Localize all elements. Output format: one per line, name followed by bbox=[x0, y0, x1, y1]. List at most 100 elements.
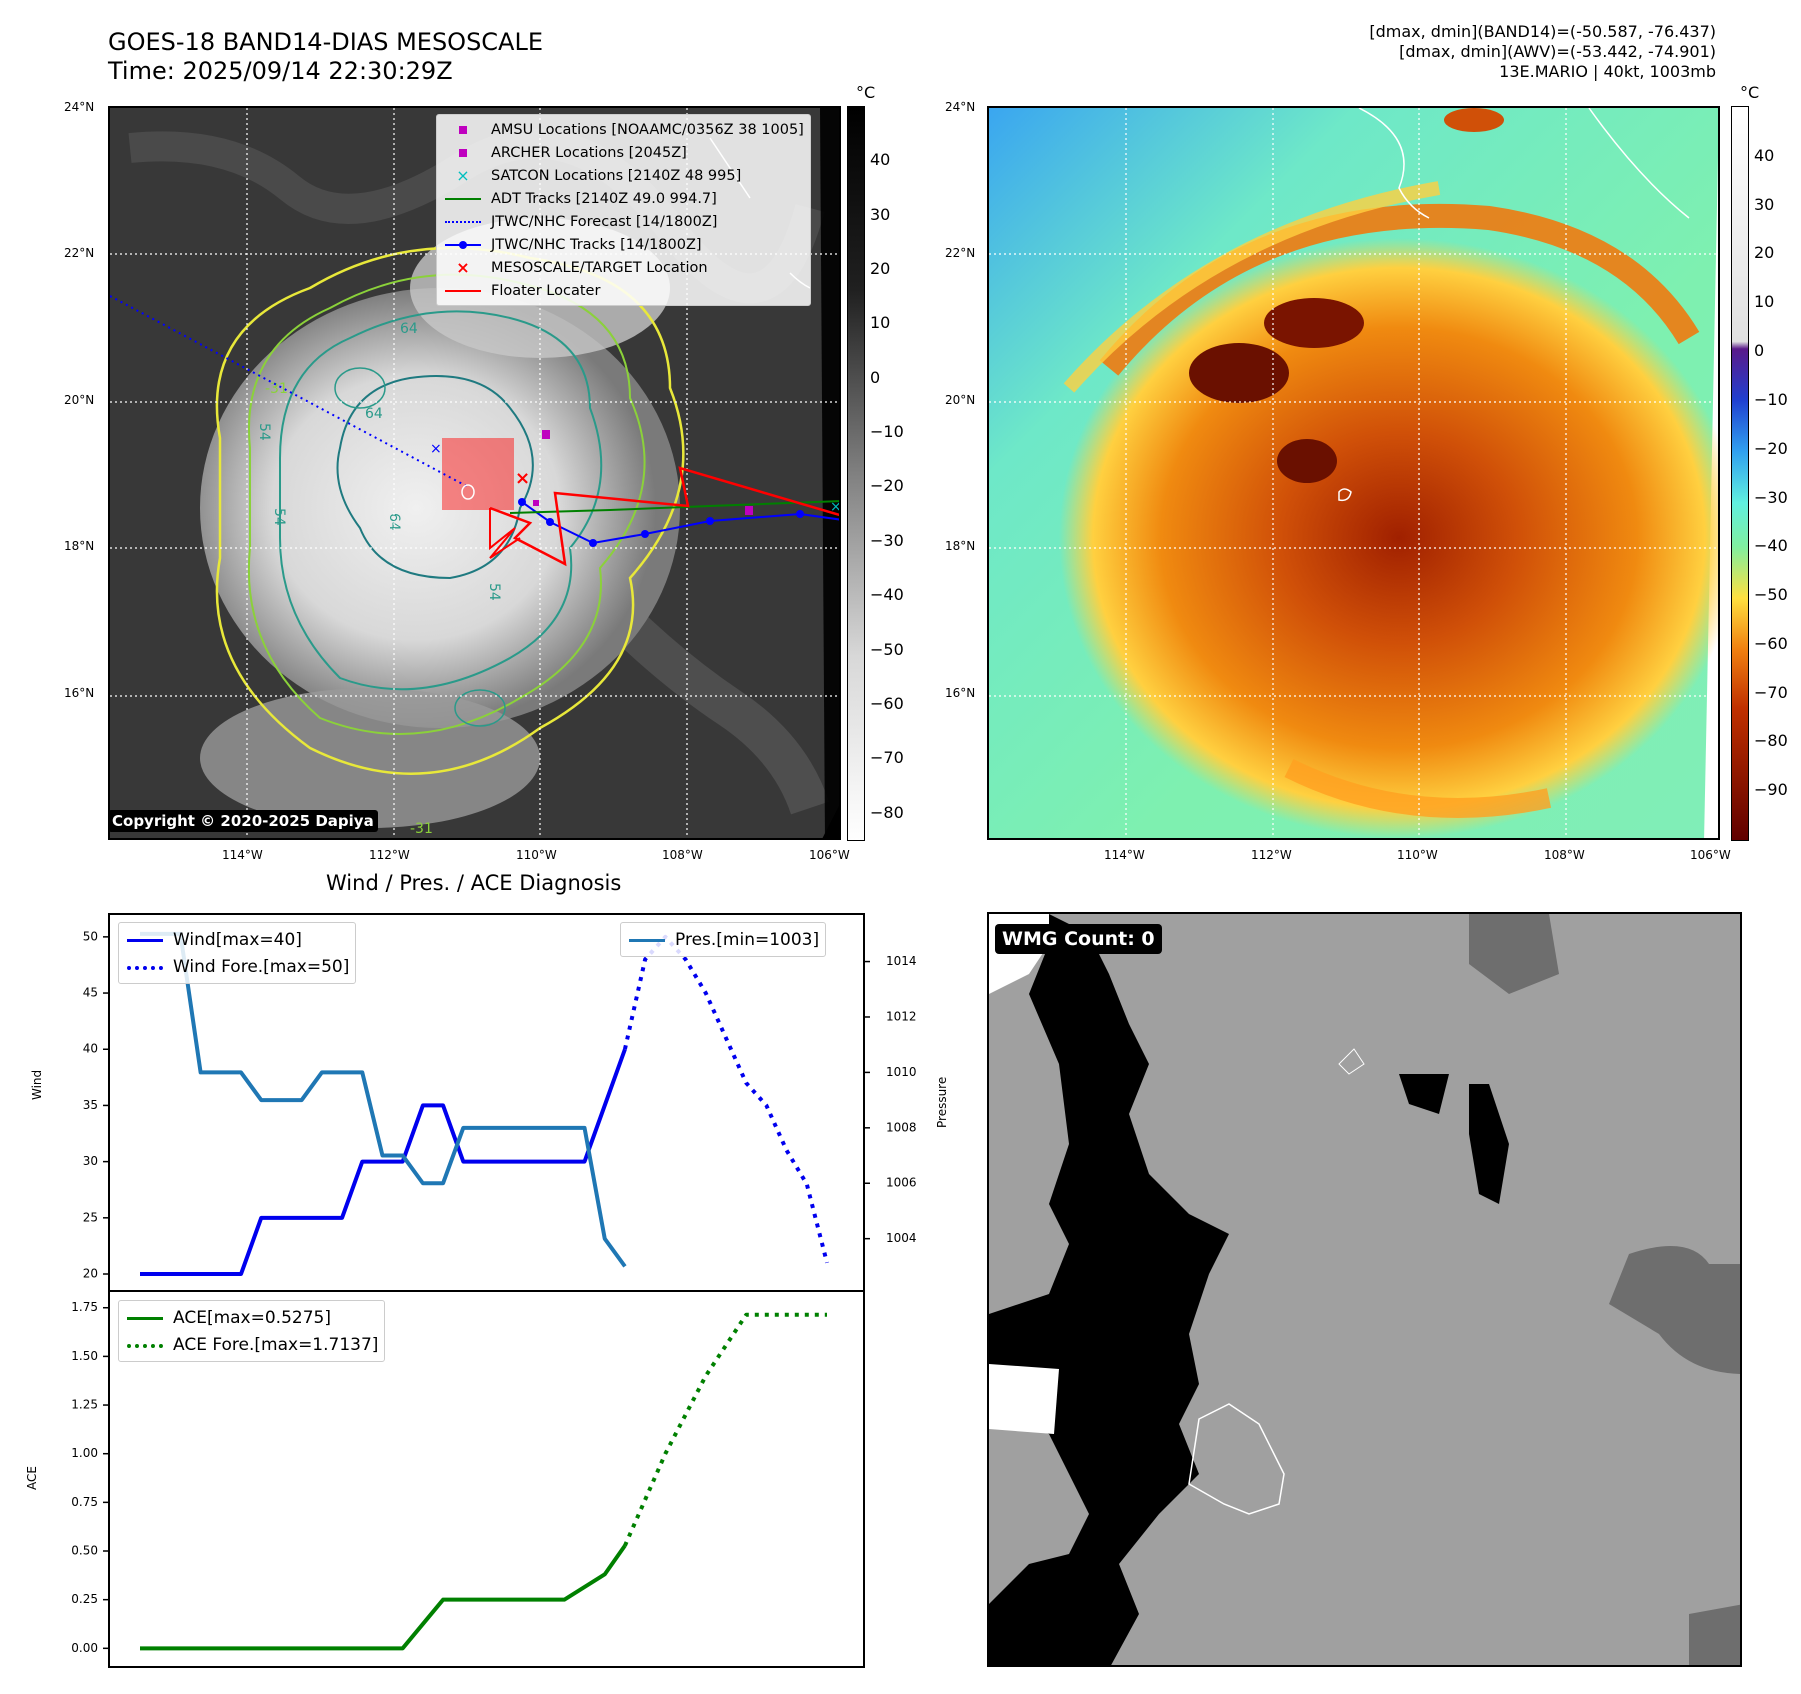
line-icon bbox=[443, 281, 483, 301]
contour-teal-outer bbox=[279, 310, 603, 691]
wmg-black-region bbox=[989, 914, 1229, 1665]
pressure-legend: Pres.[min=1003] bbox=[620, 922, 827, 957]
ace-forecast-line bbox=[623, 1312, 827, 1547]
pressure-axis-ticks: 1014 1012 1010 1008 1006 1004 bbox=[864, 954, 917, 1245]
wind-axis-label: Wind bbox=[30, 1069, 44, 1100]
dotted-line-icon bbox=[125, 1335, 165, 1355]
line-icon bbox=[125, 1308, 165, 1328]
svg-text:64: 64 bbox=[400, 321, 418, 337]
archer-marker bbox=[745, 506, 753, 515]
awv-map-panel bbox=[987, 106, 1720, 840]
ace-axis-ticks: 1.75 1.50 1.25 1.00 0.75 0.50 0.25 0.00 bbox=[71, 1300, 109, 1655]
square-marker-icon bbox=[443, 120, 483, 140]
ace-tick-label: 1.00 bbox=[71, 1446, 98, 1460]
pressure-axis-label: Pressure bbox=[935, 1076, 949, 1128]
wmg-dark-region-2 bbox=[1469, 914, 1559, 994]
floater-locater bbox=[489, 466, 839, 567]
contour-green bbox=[247, 273, 646, 735]
legend-item-mesoscale: × MESOSCALE/TARGET Location bbox=[443, 256, 804, 279]
wind-tick-label: 45 bbox=[83, 986, 98, 1000]
ace-tick-label: 0.50 bbox=[71, 1544, 98, 1558]
ir-colorbar bbox=[847, 106, 865, 841]
line-icon bbox=[443, 189, 483, 209]
legend-wind: Wind[max=40] bbox=[125, 926, 349, 953]
mesoscale-box bbox=[442, 438, 514, 510]
line-dot-icon bbox=[443, 235, 483, 255]
figure-title: GOES-18 BAND14-DIAS MESOSCALE Time: 2025… bbox=[108, 28, 543, 86]
legend-item-jtwc-forecast: JTWC/NHC Forecast [14/1800Z] bbox=[443, 210, 804, 233]
svg-text:-31: -31 bbox=[265, 381, 288, 397]
wmg-white-pocket bbox=[989, 1364, 1059, 1434]
dotted-line-icon bbox=[125, 957, 165, 977]
ace-tick-label: 1.75 bbox=[71, 1300, 98, 1314]
dotted-line-icon bbox=[443, 212, 483, 232]
pressure-tick-label: 1012 bbox=[886, 1009, 917, 1023]
stats-awv: [dmax, dmin](AWV)=(-53.442, -74.901) bbox=[1399, 42, 1716, 61]
x-marker-icon: × bbox=[456, 257, 470, 277]
wind-pressure-series bbox=[140, 931, 829, 1277]
contour-labels: 64 64 54 54 64 54 -31 -31 bbox=[256, 321, 502, 837]
svg-text:64: 64 bbox=[386, 513, 402, 531]
legend-item-jtwc-tracks: JTWC/NHC Tracks [14/1800Z] bbox=[443, 233, 804, 256]
central-cloud-mass bbox=[200, 288, 680, 728]
title-line-1: GOES-18 BAND14-DIAS MESOSCALE bbox=[108, 28, 544, 56]
ace-tick-label: 0.00 bbox=[71, 1641, 98, 1655]
jtwc-forecast-line bbox=[110, 295, 471, 489]
amsu-x-marker: × bbox=[430, 441, 442, 457]
ace-tick-label: 0.25 bbox=[71, 1592, 98, 1606]
wind-tick-label: 25 bbox=[83, 1210, 98, 1224]
stats-box: [dmax, dmin](BAND14)=(-50.587, -76.437) … bbox=[1369, 22, 1716, 82]
wind-axis-ticks: 50 45 40 35 30 25 20 bbox=[83, 929, 109, 1281]
cold-core-2 bbox=[1264, 298, 1364, 348]
storm-info: 13E.MARIO | 40kt, 1003mb bbox=[1499, 62, 1716, 81]
legend-pres: Pres.[min=1003] bbox=[627, 926, 819, 953]
wind-tick-label: 35 bbox=[83, 1098, 98, 1112]
wmg-count-badge: WMG Count: 0 bbox=[995, 924, 1162, 954]
wind-line bbox=[140, 1048, 627, 1277]
cold-core-3 bbox=[1277, 439, 1337, 483]
wind-tick-label: 50 bbox=[83, 929, 98, 943]
contour-teal-inner bbox=[336, 375, 534, 580]
legend-item-floater: Floater Locater bbox=[443, 279, 804, 302]
contour-yellow bbox=[215, 246, 685, 775]
amsu-marker bbox=[542, 430, 550, 439]
ir-map-panel: 64 64 54 54 64 54 -31 -31 bbox=[108, 106, 841, 840]
legend-ace: ACE[max=0.5275] bbox=[125, 1304, 378, 1331]
pressure-tick-label: 1014 bbox=[886, 954, 917, 968]
awv-colorbar bbox=[1731, 106, 1749, 841]
svg-text:-31: -31 bbox=[410, 821, 433, 837]
ace-tick-label: 1.25 bbox=[71, 1398, 98, 1412]
awv-colorbar-unit: °C bbox=[1740, 83, 1760, 102]
svg-text:54: 54 bbox=[271, 508, 287, 526]
pressure-tick-label: 1008 bbox=[886, 1120, 917, 1134]
ace-axis-label: ACE bbox=[25, 1466, 39, 1490]
cold-core-1 bbox=[1189, 343, 1289, 403]
legend-item-adt: ADT Tracks [2140Z 49.0 994.7] bbox=[443, 187, 804, 210]
wmg-black-spot bbox=[1399, 1074, 1509, 1204]
stats-band14: [dmax, dmin](BAND14)=(-50.587, -76.437) bbox=[1369, 22, 1716, 41]
pressure-tick-label: 1006 bbox=[886, 1176, 917, 1190]
legend-ace-fore: ACE Fore.[max=1.7137] bbox=[125, 1331, 378, 1358]
pressure-tick-label: 1004 bbox=[886, 1231, 917, 1245]
legend-item-amsu: AMSU Locations [NOAAMC/0356Z 38 1005] bbox=[443, 118, 804, 141]
wind-tick-label: 30 bbox=[83, 1154, 98, 1168]
wind-legend: Wind[max=40] Wind Fore.[max=50] bbox=[118, 922, 357, 984]
legend-item-archer: ARCHER Locations [2045Z] bbox=[443, 141, 804, 164]
svg-text:54: 54 bbox=[256, 423, 272, 441]
legend-wind-fore: Wind Fore.[max=50] bbox=[125, 953, 349, 980]
pressure-tick-label: 1010 bbox=[886, 1065, 917, 1079]
line-icon bbox=[627, 930, 667, 950]
wmg-dark-corner bbox=[1689, 1604, 1740, 1665]
wmg-dark-region-1 bbox=[1609, 1246, 1740, 1374]
wmg-panel bbox=[987, 912, 1742, 1667]
ace-tick-label: 0.75 bbox=[71, 1495, 98, 1509]
legend-item-satcon: × SATCON Locations [2140Z 48 995] bbox=[443, 164, 804, 187]
awv-map-svg bbox=[989, 108, 1718, 838]
wind-tick-label: 20 bbox=[83, 1267, 98, 1281]
ir-legend: AMSU Locations [NOAAMC/0356Z 38 1005] AR… bbox=[436, 114, 811, 306]
ace-line bbox=[140, 1544, 627, 1651]
diagnosis-title: Wind / Pres. / ACE Diagnosis bbox=[326, 871, 622, 895]
wind-tick-label: 40 bbox=[83, 1042, 98, 1056]
wind-forecast-line bbox=[622, 934, 829, 1264]
title-line-2: Time: 2025/09/14 22:30:29Z bbox=[108, 57, 453, 85]
